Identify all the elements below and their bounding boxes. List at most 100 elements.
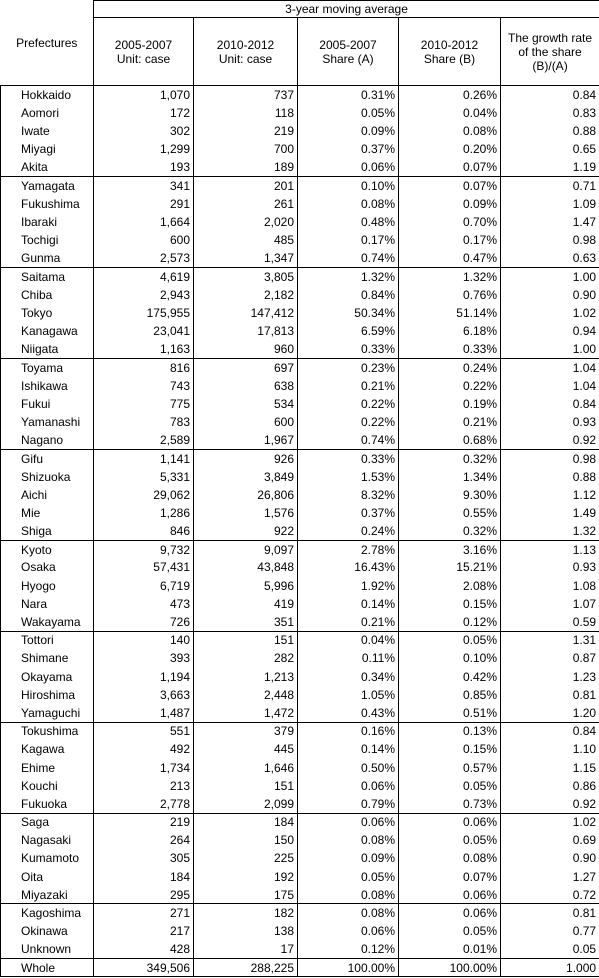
cell: 922 [193,522,298,541]
cell: 0.21% [398,412,501,432]
table-row: Shiga 846 922 0.24% 0.32% 1.32 [0,522,599,541]
cell: 0.93 [499,412,599,432]
cell: 1,472 [193,703,298,723]
cell: 0.06% [297,922,399,941]
header-row: 2005-2007 Unit: case 2010-2012 Unit: cas… [1,17,599,86]
cell: 0.87 [499,649,599,668]
cell: 192 [193,867,298,886]
cell: 0.06% [297,158,399,177]
row-label: Mie [0,503,94,522]
cell: 0.86 [499,776,599,795]
cell: 0.22% [297,394,399,413]
cell: 0.24% [398,357,501,377]
cell: 0.88 [499,467,599,486]
row-label: Saga [0,812,94,832]
cell: 1,141 [93,448,194,468]
cell: 0.05% [398,922,501,941]
cell: 0.31% [297,84,399,104]
table-row: Gunma 2,573 1,347 0.74% 0.47% 0.63 [0,249,599,268]
cell: 534 [193,394,298,413]
cell: 0.33% [297,448,399,468]
cell: 175,955 [93,303,194,322]
table-row: Akita 193 189 0.06% 0.07% 1.19 [0,158,599,177]
cell: 288,225 [193,957,298,978]
row-label: Yamanashi [0,412,94,432]
cell: 0.09% [398,194,501,213]
cell: 0.84 [499,84,599,104]
cell: 2,573 [93,249,194,268]
table-row: Okinawa 217 138 0.06% 0.05% 0.77 [0,922,599,941]
cell: 1.10 [499,740,599,759]
cell: 2.08% [398,576,501,595]
cell: 0.68% [398,431,501,450]
cell: 0.16% [297,721,399,741]
cell: 0.08% [297,194,399,213]
table-row: Tokushima 551 379 0.16% 0.13% 0.84 [0,721,599,741]
cell: 0.23% [297,357,399,377]
cell: 1.27 [499,867,599,886]
cell: 0.06% [297,812,399,832]
row-label: Okinawa [0,922,94,941]
cell: 1.19 [499,158,599,177]
row-label: Gifu [0,448,94,468]
table-row: Toyama 816 697 0.23% 0.24% 1.04 [0,357,599,377]
cell: 700 [193,140,298,159]
row-label: Tokushima [0,721,94,741]
table-row: Wakayama 726 351 0.21% 0.12% 0.59 [0,612,599,632]
cell: 1.32% [398,266,501,286]
cell: 0.93 [499,558,599,577]
cell: 0.37% [297,503,399,522]
cell: 29,062 [93,485,194,504]
cell: 213 [93,776,194,795]
row-label: Saitama [0,266,94,286]
cell: 0.20% [398,140,501,159]
cell: 0.22% [297,412,399,432]
cell: 0.32% [398,448,501,468]
cell: 189 [193,158,298,177]
row-label: Fukushima [0,194,94,213]
row-label: Shizuoka [0,467,94,486]
cell: 0.26% [398,84,501,104]
cell: 1.32% [297,266,399,286]
cell: 2,099 [193,794,298,813]
table-row: Niigata 1,163 960 0.33% 0.33% 1.00 [0,340,599,359]
cell: 0.10% [398,649,501,668]
column-header: The growth rate of the share (B)/(A) [499,17,599,86]
cell: 1.00 [499,340,599,359]
cell: 2,448 [193,685,298,704]
table-row: Kumamoto 305 225 0.09% 0.08% 0.90 [0,849,599,868]
cell: 0.08% [297,885,399,904]
row-label: Niigata [0,340,94,359]
cell: 0.32% [398,522,501,541]
cell: 151 [193,630,298,650]
cell: 225 [193,849,298,868]
table-row: Unknown 428 17 0.12% 0.01% 0.05 [0,940,599,959]
cell: 1.00 [499,266,599,286]
cell: 264 [93,831,194,850]
cell: 0.14% [297,740,399,759]
cell: 1.02 [499,812,599,832]
table-row: Ibaraki 1,664 2,020 0.48% 0.70% 1.47 [0,212,599,231]
cell: 0.74% [297,431,399,450]
cell: 57,431 [93,558,194,577]
cell: 3,849 [193,467,298,486]
cell: 0.24% [297,522,399,541]
cell: 0.08% [297,831,399,850]
cell: 960 [193,340,298,359]
cell: 0.05 [499,940,599,959]
row-label: Chiba [0,285,94,304]
row-label: Wakayama [0,612,94,632]
cell: 5,331 [93,467,194,486]
cell: 0.12% [398,612,501,632]
cell: 0.59 [499,612,599,632]
cell: 9,732 [93,539,194,559]
table-row: Iwate 302 219 0.09% 0.08% 0.88 [0,121,599,141]
row-label: Hiroshima [0,685,94,704]
cell: 0.33% [297,340,399,359]
cell: 0.63 [499,249,599,268]
table-row: Okayama 1,194 1,213 0.34% 0.42% 1.23 [0,667,599,686]
cell: 419 [193,594,298,613]
cell: 445 [193,740,298,759]
cell: 0.79% [297,794,399,813]
